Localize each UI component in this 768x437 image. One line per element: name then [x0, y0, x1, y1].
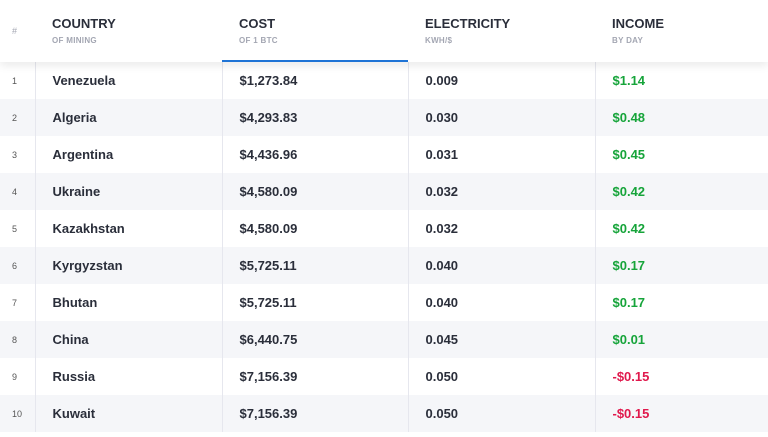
table-row[interactable]: 3 Argentina $4,436.96 0.031 $0.45 [0, 136, 768, 173]
table-row[interactable]: 9 Russia $7,156.39 0.050 -$0.15 [0, 358, 768, 395]
country-cell: Kazakhstan [35, 210, 223, 247]
electricity-cell: 0.032 [408, 173, 596, 210]
cost-cell: $4,436.96 [222, 136, 409, 173]
table-row[interactable]: 6 Kyrgyzstan $5,725.11 0.040 $0.17 [0, 247, 768, 284]
rank-cell: 1 [0, 62, 36, 99]
cost-cell: $4,293.83 [222, 99, 409, 136]
table-row[interactable]: 2 Algeria $4,293.83 0.030 $0.48 [0, 99, 768, 136]
income-cell: $0.48 [612, 110, 646, 125]
column-subtitle: BY DAY [612, 36, 644, 45]
table-row[interactable]: 1 Venezuela $1,273.84 0.009 $1.14 [0, 62, 768, 99]
income-cell: $0.42 [612, 184, 646, 199]
country-cell: Kyrgyzstan [35, 247, 223, 284]
header-row: # COUNTRY OF MINING COST OF 1 BTC ELECTRICITY… [0, 0, 768, 62]
rank-cell: 3 [0, 136, 36, 173]
electricity-cell: 0.040 [408, 284, 596, 321]
income-cell: $0.17 [612, 258, 646, 273]
cost-cell: $6,440.75 [222, 321, 409, 358]
electricity-cell: 0.009 [408, 62, 596, 99]
cost-cell: $4,580.09 [222, 210, 409, 247]
rank-cell: 5 [0, 210, 36, 247]
rank-cell: 6 [0, 247, 36, 284]
electricity-cell: 0.040 [408, 247, 596, 284]
electricity-cell: 0.050 [408, 395, 596, 432]
rank-cell: 4 [0, 173, 36, 210]
country-cell: Algeria [35, 99, 223, 136]
column-header[interactable]: INCOME BY DAY [595, 0, 768, 62]
cost-cell: $1,273.84 [222, 62, 409, 99]
electricity-cell: 0.030 [408, 99, 596, 136]
column-subtitle: OF MINING [52, 36, 97, 45]
income-cell: $0.01 [612, 332, 646, 347]
cost-cell: $7,156.39 [222, 395, 409, 432]
rank-cell: 7 [0, 284, 36, 321]
cost-cell: $5,725.11 [222, 284, 409, 321]
income-cell: -$0.15 [612, 369, 650, 384]
electricity-cell: 0.032 [408, 210, 596, 247]
column-subtitle: OF 1 BTC [239, 36, 278, 45]
column-title: COUNTRY [52, 16, 116, 31]
cost-cell: $4,580.09 [222, 173, 409, 210]
country-cell: China [35, 321, 223, 358]
table-row[interactable]: 10 Kuwait $7,156.39 0.050 -$0.15 [0, 395, 768, 432]
table-row[interactable]: 5 Kazakhstan $4,580.09 0.032 $0.42 [0, 210, 768, 247]
rank-cell: 2 [0, 99, 36, 136]
column-header: # [0, 0, 35, 62]
country-cell: Venezuela [35, 62, 223, 99]
income-cell: $0.42 [612, 221, 646, 236]
cost-cell: $7,156.39 [222, 358, 409, 395]
income-cell: $0.17 [612, 295, 646, 310]
column-header[interactable]: ELECTRICITY KWH/$ [408, 0, 595, 62]
country-cell: Argentina [35, 136, 223, 173]
table-row[interactable]: 8 China $6,440.75 0.045 $0.01 [0, 321, 768, 358]
cost-cell: $5,725.11 [222, 247, 409, 284]
table-body: 1 Venezuela $1,273.84 0.009 $1.14 2 Algeria $4,… [0, 62, 768, 432]
rank-cell: 10 [0, 395, 36, 432]
table-row[interactable]: 7 Bhutan $5,725.11 0.040 $0.17 [0, 284, 768, 321]
electricity-cell: 0.031 [408, 136, 596, 173]
column-title: COST [239, 16, 276, 31]
electricity-cell: 0.050 [408, 358, 596, 395]
income-cell: -$0.15 [612, 406, 650, 421]
column-title: INCOME [612, 16, 664, 31]
column-header[interactable]: COUNTRY OF MINING [35, 0, 222, 62]
column-title: # [12, 26, 18, 36]
rank-cell: 8 [0, 321, 36, 358]
rank-cell: 9 [0, 358, 36, 395]
country-cell: Ukraine [35, 173, 223, 210]
income-cell: $1.14 [612, 73, 646, 88]
column-title: ELECTRICITY [425, 16, 511, 31]
column-header[interactable]: COST OF 1 BTC [222, 0, 408, 62]
electricity-cell: 0.045 [408, 321, 596, 358]
income-cell: $0.45 [612, 147, 646, 162]
column-subtitle: KWH/$ [425, 36, 453, 45]
country-cell: Bhutan [35, 284, 223, 321]
country-cell: Kuwait [35, 395, 223, 432]
table-row[interactable]: 4 Ukraine $4,580.09 0.032 $0.42 [0, 173, 768, 210]
country-cell: Russia [35, 358, 223, 395]
